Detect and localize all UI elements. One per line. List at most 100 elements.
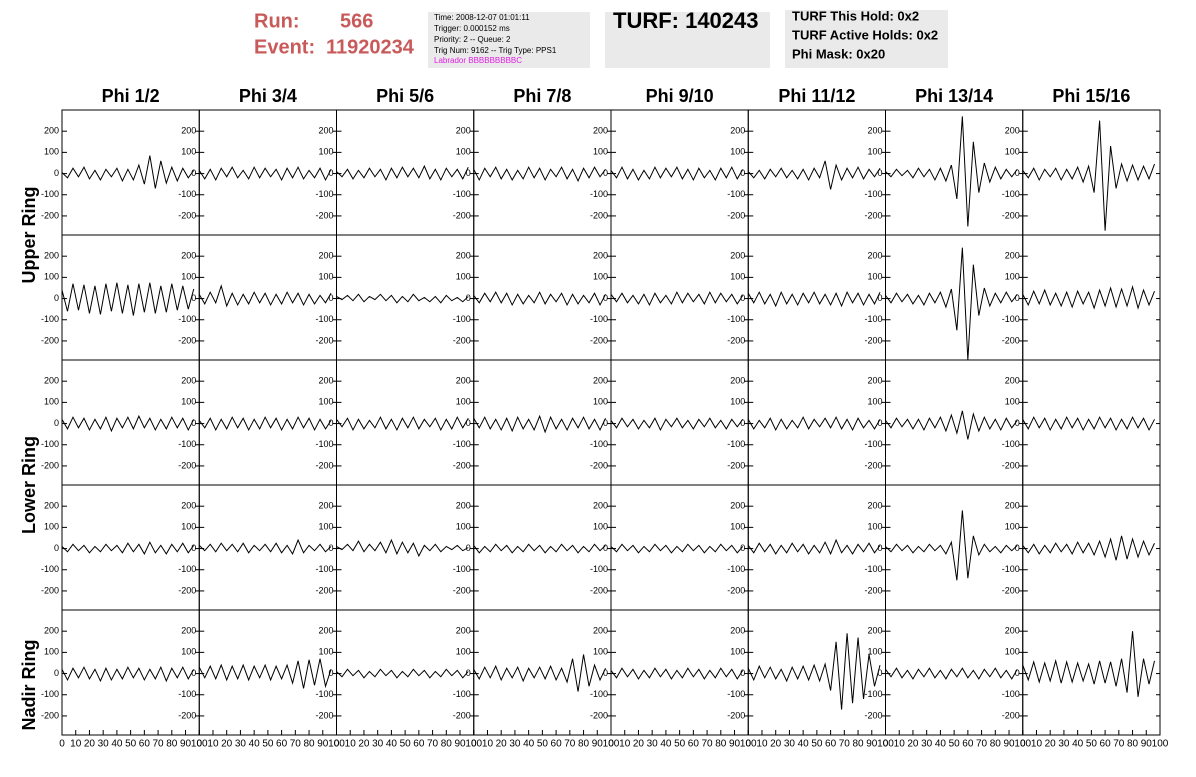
y-tick-label: 100 xyxy=(867,522,882,532)
y-tick-label: 200 xyxy=(456,251,471,261)
y-tick-label: 100 xyxy=(456,147,471,157)
waveform xyxy=(61,541,195,555)
x-tick-label: 50 xyxy=(811,739,823,750)
x-tick-label: 80 xyxy=(1127,739,1139,750)
y-tick-label: -100 xyxy=(178,689,196,699)
waveform xyxy=(198,166,332,182)
x-tick-label: 70 xyxy=(839,739,851,750)
x-tick-label: 70 xyxy=(702,739,714,750)
x-tick-label: 80 xyxy=(990,739,1002,750)
y-tick-label: -100 xyxy=(453,439,471,449)
y-tick-label: 0 xyxy=(1015,293,1020,303)
y-tick-label: -100 xyxy=(453,189,471,199)
y-tick-label: 200 xyxy=(456,501,471,511)
y-tick-label: 100 xyxy=(456,397,471,407)
x-tick-label: 0 xyxy=(471,739,477,750)
x-tick-label: 0 xyxy=(608,739,614,750)
x-tick-label: 80 xyxy=(303,739,315,750)
y-tick-label: 0 xyxy=(1015,668,1020,678)
event-label: Event: xyxy=(254,36,315,58)
y-tick-label: 200 xyxy=(318,626,333,636)
y-tick-label: -100 xyxy=(1002,564,1020,574)
y-tick-label: -200 xyxy=(453,460,471,470)
x-tick-label: 50 xyxy=(949,739,961,750)
column-title: Phi 11/12 xyxy=(778,86,855,106)
y-tick-label: -100 xyxy=(1002,439,1020,449)
waveform xyxy=(1022,535,1155,561)
waveform xyxy=(336,538,469,558)
y-tick-label: -100 xyxy=(727,439,745,449)
y-tick-label: 100 xyxy=(318,147,333,157)
y-tick-label: 200 xyxy=(730,251,745,261)
y-tick-label: 100 xyxy=(181,147,196,157)
y-tick-label: 100 xyxy=(593,397,608,407)
y-tick-label: 100 xyxy=(44,397,59,407)
y-tick-label: 200 xyxy=(181,126,196,136)
x-tick-label: 70 xyxy=(427,739,439,750)
x-tick-label: 100 xyxy=(465,739,482,750)
x-tick-label: 0 xyxy=(883,739,889,750)
turf-info: Phi Mask: 0x20 xyxy=(792,46,885,61)
waveform xyxy=(336,416,469,432)
waveform xyxy=(61,155,195,189)
y-tick-label: 0 xyxy=(603,293,608,303)
waveform xyxy=(747,538,881,556)
x-tick-label: 60 xyxy=(825,739,837,750)
waveform xyxy=(61,414,195,433)
x-tick-label: 70 xyxy=(564,739,576,750)
turf-info: TURF This Hold: 0x2 xyxy=(792,8,919,23)
y-tick-label: 0 xyxy=(877,543,882,553)
column-title: Phi 1/2 xyxy=(102,86,160,106)
x-tick-label: 0 xyxy=(59,739,65,750)
y-tick-label: -100 xyxy=(727,314,745,324)
y-tick-label: -200 xyxy=(727,710,745,720)
y-tick-label: 100 xyxy=(867,647,882,657)
y-tick-label: -100 xyxy=(1002,314,1020,324)
x-tick-label: 80 xyxy=(852,739,864,750)
y-tick-label: 200 xyxy=(593,251,608,261)
y-tick-label: 200 xyxy=(181,626,196,636)
x-tick-label: 50 xyxy=(1086,739,1098,750)
y-tick-label: 200 xyxy=(181,376,196,386)
y-tick-label: -100 xyxy=(315,564,333,574)
y-tick-label: -100 xyxy=(590,189,608,199)
waveform xyxy=(610,417,744,432)
x-tick-label: 0 xyxy=(196,739,202,750)
y-tick-label: -200 xyxy=(178,460,196,470)
y-tick-label: -200 xyxy=(1002,460,1020,470)
x-tick-label: 100 xyxy=(1014,739,1031,750)
y-tick-label: 100 xyxy=(1005,397,1020,407)
x-tick-label: 20 xyxy=(84,739,96,750)
x-tick-label: 100 xyxy=(1152,739,1169,750)
y-tick-label: 0 xyxy=(877,668,882,678)
waveform xyxy=(473,654,606,692)
column-title: Phi 15/16 xyxy=(1052,86,1130,106)
y-tick-label: 100 xyxy=(318,272,333,282)
y-tick-label: -100 xyxy=(178,564,196,574)
x-tick-label: 80 xyxy=(441,739,453,750)
y-tick-label: 200 xyxy=(1005,501,1020,511)
run-label: Run: xyxy=(254,10,300,32)
y-tick-label: -200 xyxy=(453,585,471,595)
info-line: Trig Num: 9162 -- Trig Type: PPS1 xyxy=(434,46,557,55)
y-tick-label: 0 xyxy=(603,418,608,428)
y-tick-label: 200 xyxy=(456,626,471,636)
x-tick-label: 50 xyxy=(125,739,137,750)
y-tick-label: 200 xyxy=(44,251,59,261)
y-tick-label: -200 xyxy=(590,710,608,720)
y-tick-label: -100 xyxy=(41,314,59,324)
y-tick-label: -200 xyxy=(590,585,608,595)
x-tick-label: 90 xyxy=(1003,739,1015,750)
waveform xyxy=(336,293,469,304)
waveform xyxy=(610,543,744,554)
y-tick-label: -100 xyxy=(41,189,59,199)
x-tick-label: 30 xyxy=(509,739,521,750)
y-tick-label: -200 xyxy=(1002,710,1020,720)
x-tick-label: 40 xyxy=(660,739,672,750)
y-tick-label: 100 xyxy=(181,522,196,532)
y-tick-label: -100 xyxy=(315,689,333,699)
y-tick-label: 200 xyxy=(730,501,745,511)
y-tick-label: 0 xyxy=(466,168,471,178)
x-tick-label: 50 xyxy=(400,739,412,750)
